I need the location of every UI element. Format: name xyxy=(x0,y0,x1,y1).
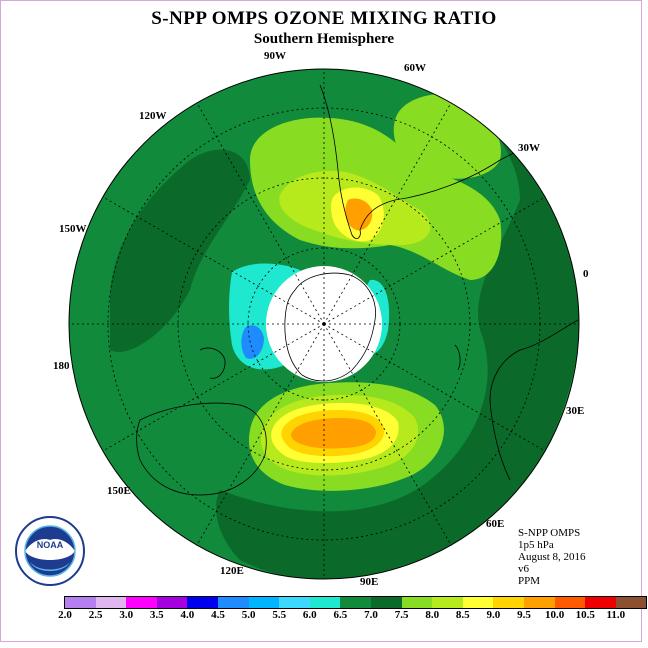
lon-label-60e: 60E xyxy=(486,518,505,530)
indian-ocean-islands xyxy=(454,344,461,371)
colorbar-segment xyxy=(554,597,586,608)
lon-label-30w: 30W xyxy=(518,142,540,154)
colorbar-segment xyxy=(615,597,647,608)
colorbar-tick-label: 5.0 xyxy=(241,609,256,621)
contour-north-orange xyxy=(345,198,373,231)
contour-dark-band-west xyxy=(110,149,250,352)
colorbar-segment xyxy=(156,597,188,608)
colorbar-segment xyxy=(432,597,463,608)
australia-coast xyxy=(136,402,267,496)
colorbar-segment xyxy=(370,597,402,608)
colorbar-tick-label: 11.0 xyxy=(606,609,626,621)
colorbar-tick-label: 2.5 xyxy=(88,609,103,621)
map-boundary xyxy=(68,68,580,580)
antarctica-coast xyxy=(284,272,376,382)
colorbar-segment xyxy=(493,597,524,608)
colorbar-tick-label: 4.0 xyxy=(180,609,195,621)
lon-label-180: 180 xyxy=(53,360,70,372)
colorbar-segment xyxy=(279,597,310,608)
lon-label-0: 0 xyxy=(583,268,589,280)
info-block: S-NPP OMPS 1p5 hPa August 8, 2016 v6 PPM xyxy=(518,527,586,587)
contour-dark-band xyxy=(216,90,579,579)
coastlines xyxy=(136,84,579,496)
colorbar-segment xyxy=(401,597,433,608)
colorbar-segment xyxy=(95,597,127,608)
info-instrument: S-NPP OMPS xyxy=(518,527,581,539)
colorbar-segment xyxy=(248,597,280,608)
lon-label-60w: 60W xyxy=(404,62,426,74)
lon-label-120w: 120W xyxy=(139,110,167,122)
lon-label-120e: 120E xyxy=(220,565,244,577)
lon-label-90w: 90W xyxy=(264,50,286,62)
colorbar-tick-label: 10.0 xyxy=(544,609,565,621)
colorbar-segment xyxy=(187,597,218,608)
colorbar-tick-label: 5.5 xyxy=(272,609,287,621)
colorbar-tick-label: 7.0 xyxy=(364,609,378,621)
colorbar xyxy=(64,596,648,609)
contour-south-orange xyxy=(291,418,376,449)
colorbar-tick-label: 10.5 xyxy=(575,609,595,621)
colorbar-tick-label: 6.0 xyxy=(302,609,317,621)
info-level: 1p5 hPa xyxy=(518,539,554,551)
graticule xyxy=(69,69,579,579)
colorbar-tick-label: 9.0 xyxy=(486,609,501,621)
colorbar-segment xyxy=(65,597,96,608)
colorbar-segment xyxy=(217,597,249,608)
colorbar-tick-label: 2.0 xyxy=(58,609,72,621)
colorbar-tick-label: 3.5 xyxy=(149,609,164,621)
info-unit: PPM xyxy=(518,575,541,587)
colorbar-segment xyxy=(462,597,494,608)
lon-label-150e: 150E xyxy=(107,485,131,497)
info-version: v6 xyxy=(518,563,529,575)
colorbar-tick-label: 8.5 xyxy=(455,609,470,621)
africa-coast xyxy=(489,319,579,481)
south-america-coast xyxy=(319,84,549,239)
colorbar-segment xyxy=(523,597,555,608)
contour-blue xyxy=(241,325,264,359)
colorbar-tick-label: 9.5 xyxy=(517,609,531,621)
new-zealand-coast xyxy=(199,347,226,379)
lon-label-30e: 30E xyxy=(566,405,585,417)
colorbar-segment xyxy=(126,597,157,608)
colorbar-segment xyxy=(340,597,371,608)
colorbar-segment xyxy=(585,597,616,608)
colorbar-tick-label: 8.0 xyxy=(425,609,440,621)
colorbar-tick-label: 6.5 xyxy=(333,609,348,621)
chart-title: S-NPP OMPS OZONE MIXING RATIO xyxy=(151,8,497,29)
colorbar-tick-label: 3.0 xyxy=(119,609,134,621)
info-date: August 8, 2016 xyxy=(518,551,586,563)
colorbar-segment xyxy=(309,597,341,608)
colorbar-tick-label: 4.5 xyxy=(211,609,225,621)
chart-subtitle: Southern Hemisphere xyxy=(253,31,395,47)
colorbar-tick-label: 7.5 xyxy=(394,609,409,621)
lon-label-150w: 150W xyxy=(59,223,87,235)
lon-label-90e: 90E xyxy=(360,576,379,588)
